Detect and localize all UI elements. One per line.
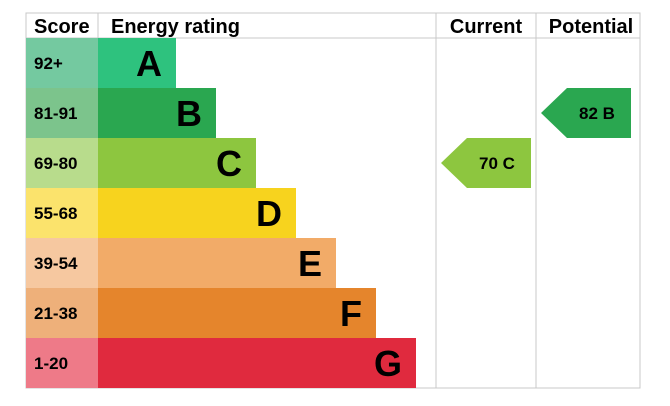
band-letter-d: D [256,193,282,234]
score-cell-g [26,338,98,388]
band-letter-f: F [340,293,362,334]
header-potential: Potential [549,16,633,38]
band-letter-e: E [298,243,322,284]
band-bar-e [98,238,336,288]
current-rating-arrow [441,138,531,188]
score-range-b: 81-91 [34,104,77,123]
score-range-c: 69-80 [34,154,77,173]
score-range-a: 92+ [34,54,63,73]
band-bar-c [98,138,256,188]
score-cell-b [26,88,98,138]
band-bar-a [98,38,176,88]
score-cell-f [26,288,98,338]
score-cell-c [26,138,98,188]
potential-rating-arrow [541,88,631,138]
potential-rating-label: 82 B [579,104,615,123]
score-range-e: 39-54 [34,254,78,273]
header-current: Current [450,16,523,38]
band-bar-f [98,288,376,338]
score-range-g: 1-20 [34,354,68,373]
current-rating-label: 70 C [479,154,515,173]
band-letter-g: G [374,343,402,384]
score-range-d: 55-68 [34,204,77,223]
band-letter-c: C [216,143,242,184]
band-bar-b [98,88,216,138]
band-bar-d [98,188,296,238]
score-cell-d [26,188,98,238]
band-letter-a: A [136,43,162,84]
band-bar-g [98,338,416,388]
band-letter-b: B [176,93,202,134]
score-range-f: 21-38 [34,304,77,323]
bands-layer: 92+ A 81-91 B 69-80 C 55-68 D 39-54 E 21-38 F 1-20 G [26,38,416,388]
score-cell-e [26,238,98,288]
arrows-layer: 70 C 82 B [441,88,631,188]
score-cell-a [26,38,98,88]
header-score: Score [34,16,90,38]
header-energy-rating: Energy rating [111,16,240,38]
